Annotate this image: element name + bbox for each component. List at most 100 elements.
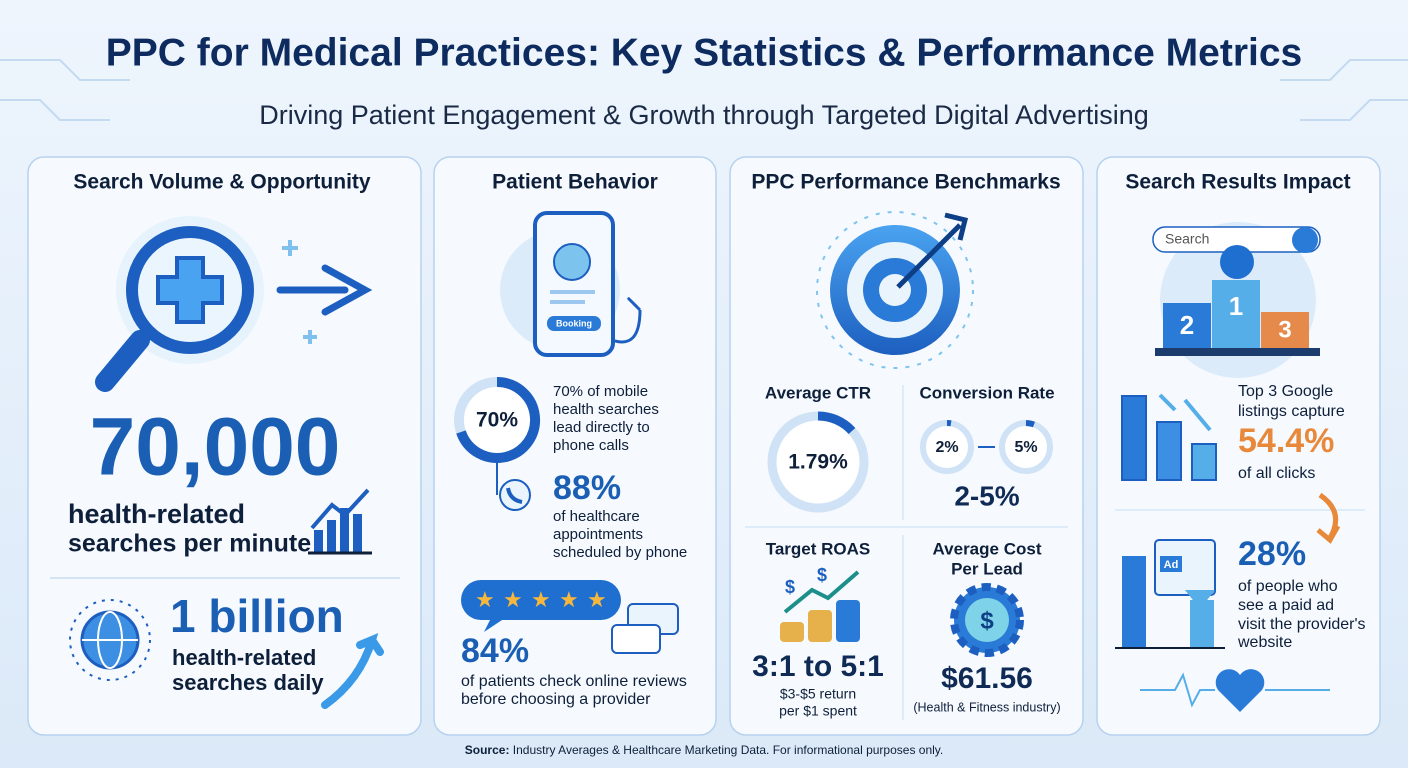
stat-text: website	[1237, 634, 1292, 651]
decoration	[276, 264, 373, 316]
globe-icon	[69, 599, 151, 681]
metric-value: 2-5%	[954, 480, 1019, 511]
podium-block	[1163, 303, 1211, 348]
source-label: Source:	[465, 743, 510, 757]
source-text: Industry Averages & Healthcare Marketing…	[513, 743, 943, 757]
decoration	[817, 411, 856, 435]
decoration	[1191, 443, 1217, 481]
stat-text: before choosing a provider	[461, 691, 651, 708]
donut-label: 70%	[476, 409, 518, 432]
decoration	[506, 487, 523, 504]
metric-label: Average CTR	[765, 383, 871, 402]
decoration	[1025, 420, 1036, 428]
decoration	[611, 297, 642, 344]
review-icon: ★ ★ ★ ★ ★	[461, 580, 679, 654]
ad-icon	[1115, 539, 1225, 649]
target-icon	[816, 211, 974, 369]
decoration	[808, 610, 832, 642]
stat-text: of people who	[1238, 578, 1338, 595]
stat-text: phone calls	[553, 437, 629, 454]
decoration	[1160, 556, 1182, 572]
gear-icon	[950, 583, 1024, 657]
stat-text: Top 3 Google	[1238, 383, 1333, 400]
decoration	[1300, 99, 1408, 121]
metric-note: $3-$5 return	[780, 686, 856, 702]
metric-label: Conversion Rate	[919, 383, 1054, 402]
decoration	[533, 211, 615, 357]
search-button	[1292, 227, 1318, 253]
decoration	[314, 530, 323, 552]
title: PPC for Medical Practices: Key Statistic…	[106, 31, 1302, 74]
decoration	[95, 330, 150, 392]
stat-text: of patients check online reviews	[461, 673, 687, 690]
arrow-icon	[1316, 492, 1341, 544]
stat-text: of all clicks	[1238, 465, 1315, 482]
growth-chart-icon	[308, 488, 372, 555]
heartbeat-icon	[1140, 669, 1330, 712]
decoration	[836, 600, 860, 642]
metric-value: $61.56	[941, 662, 1033, 695]
decoration	[340, 508, 349, 552]
decoration	[1156, 421, 1182, 481]
conversion-rings	[920, 420, 1053, 474]
decoration	[484, 620, 502, 632]
decoration	[1158, 393, 1212, 432]
stat-label: searches daily	[172, 670, 324, 695]
stat-text: visit the provider's	[1238, 616, 1366, 633]
magnifier-icon	[95, 216, 373, 392]
icon-symbol: $	[785, 577, 795, 597]
panel-heading: Patient Behavior	[492, 171, 658, 194]
decoration: ★	[587, 587, 607, 612]
arrow-icon	[321, 633, 384, 709]
decoration	[550, 290, 595, 294]
decoration	[896, 212, 969, 289]
metric-label: Per Lead	[951, 559, 1023, 578]
decoration	[461, 580, 621, 620]
phone-call-icon	[496, 458, 531, 511]
decoration	[1280, 59, 1408, 81]
icon-symbol: $	[980, 607, 994, 634]
stat-label: searches per minute	[68, 530, 311, 558]
metric-note: per $1 spent	[779, 703, 857, 719]
panel-heading: PPC Performance Benchmarks	[751, 171, 1060, 194]
decoration: ★	[503, 587, 523, 612]
podium-block	[1261, 312, 1309, 348]
decoration: ★	[559, 587, 579, 612]
decoration	[282, 240, 317, 344]
stat-value: 70,000	[90, 402, 341, 493]
stat-text: 70% of mobile	[553, 383, 648, 400]
stat-text: health searches	[553, 401, 659, 418]
ctr-ring	[767, 411, 869, 513]
decoration: ★ ★ ★ ★ ★	[475, 587, 607, 612]
stat-text: of healthcare	[553, 508, 640, 525]
coins-icon	[780, 570, 860, 642]
panel-heading: Search Volume & Opportunity	[73, 171, 370, 194]
podium-label: 3	[1278, 316, 1291, 343]
stat-value: 54.4%	[1238, 422, 1334, 460]
stat-text: appointments	[553, 526, 643, 543]
podium-block	[1212, 280, 1260, 348]
decoration	[456, 377, 541, 463]
metric-value: 1.79%	[788, 451, 848, 474]
decoration	[0, 99, 110, 121]
stat-value: 1 billion	[170, 590, 344, 642]
decoration	[310, 488, 370, 530]
decoration	[553, 243, 591, 281]
icon-symbol: $	[817, 565, 827, 585]
podium-base	[1155, 348, 1320, 356]
stat-text: lead directly to	[553, 419, 650, 436]
footer: Source: Industry Averages & Healthcare M…	[465, 743, 943, 757]
metric-note: (Health & Fitness industry)	[913, 700, 1060, 714]
panel-heading: Search Results Impact	[1125, 171, 1350, 194]
decoration	[816, 211, 974, 369]
podium-label: 2	[1180, 310, 1194, 340]
metric-value: 3:1 to 5:1	[752, 650, 884, 683]
stat-text: scheduled by phone	[553, 544, 687, 561]
decoration	[547, 316, 601, 331]
decoration: ★	[531, 587, 551, 612]
decoration	[780, 622, 804, 642]
decoration	[1215, 669, 1265, 712]
decoration	[1122, 556, 1146, 648]
